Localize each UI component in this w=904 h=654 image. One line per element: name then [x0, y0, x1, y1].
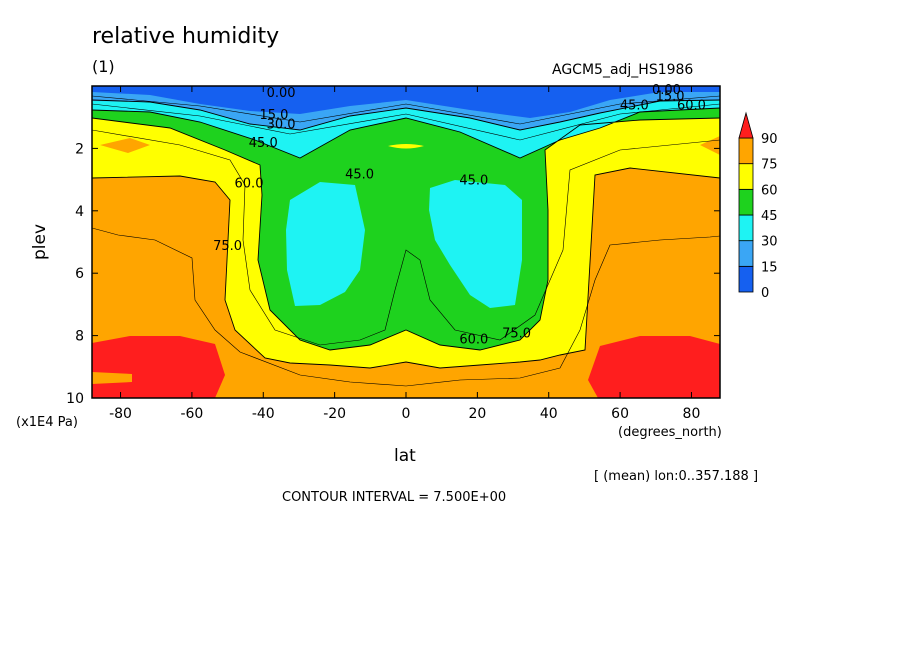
fill-30-45-right-blob	[429, 180, 522, 308]
colorbar-label: 0	[761, 286, 769, 301]
contour-label: 0.00	[652, 83, 681, 98]
colorbar-segment	[738, 214, 754, 242]
colorbar-label: 90	[761, 132, 778, 147]
x-tick-label: 20	[468, 406, 486, 422]
upper-equator-yellow-bubble	[388, 144, 424, 149]
x-tick-label: 0	[402, 406, 411, 422]
x-tick-label: 40	[540, 406, 558, 422]
contour-label: 45.0	[620, 99, 649, 114]
x-axis-units: (degrees_north)	[618, 425, 722, 440]
axes: -80 -60 -40 -20 0 20 40 60 80 2 4 6 8 10	[66, 86, 720, 422]
colorbar-segment	[738, 137, 754, 165]
thin-contours	[92, 95, 720, 387]
contour-lines	[92, 99, 720, 369]
equator-yellow-pool	[390, 330, 424, 362]
colorbar-segment	[738, 265, 754, 293]
source-label: AGCM5_adj_HS1986	[552, 62, 694, 78]
y-tick-label: 2	[75, 141, 84, 157]
notch-left-red	[92, 372, 132, 384]
contour-label: 60.0	[459, 333, 488, 348]
contour-label: 45.0	[249, 136, 278, 151]
chart-subtitle: (1)	[92, 57, 115, 76]
contour-interval: CONTOUR INTERVAL = 7.500E+00	[282, 490, 507, 505]
x-tick-label: 60	[611, 406, 629, 422]
contour-label: 45.0	[459, 174, 488, 189]
colorbar-segment	[738, 163, 754, 190]
contour-label: 15.0	[260, 108, 289, 123]
x-tick-label: -20	[323, 406, 346, 422]
mean-note: [ (mean) lon:0..357.188 ]	[594, 469, 759, 484]
fill-90-right	[588, 336, 720, 398]
contour-label: 30.0	[267, 117, 296, 132]
colorbar-label: 75	[761, 158, 778, 173]
colorbar-label: 45	[761, 209, 778, 224]
chart-title: relative humidity	[92, 24, 280, 49]
fill-0-15	[92, 86, 720, 118]
colorbar-label: 60	[761, 183, 778, 198]
contour-fills	[92, 86, 720, 398]
colorbar-top-arrow	[738, 111, 754, 139]
x-axis-label: lat	[394, 446, 416, 466]
colorbar: 0 15 30 45 60 75 90	[738, 111, 778, 301]
contour-label: 75.0	[502, 326, 531, 341]
x-tick-label: -60	[180, 406, 203, 422]
contour-label: 0.00	[267, 86, 296, 101]
contour-label: 60.0	[677, 99, 706, 114]
y-tick-label: 10	[66, 391, 84, 407]
colorbar-label: 15	[761, 260, 778, 275]
colorbar-label: 30	[761, 235, 778, 250]
y-axis-units: (x1E4 Pa)	[16, 415, 78, 430]
colorbar-segment	[738, 188, 754, 216]
contour-label: 60.0	[235, 177, 264, 192]
x-tick-label: -40	[252, 406, 275, 422]
tongue-left	[100, 138, 150, 153]
fill-45-60	[92, 86, 720, 350]
x-tick-label: 80	[683, 406, 701, 422]
colorbar-segment	[738, 240, 754, 267]
fill-30-45-left-blob	[286, 182, 365, 306]
contour-label: 15.0	[656, 89, 685, 104]
y-tick-label: 4	[75, 204, 84, 220]
x-tick-label: -80	[109, 406, 132, 422]
fill-90-left	[92, 336, 225, 398]
y-tick-label: 8	[75, 329, 84, 345]
contour-label: 45.0	[345, 167, 374, 182]
contour-label: 75.0	[213, 239, 242, 254]
y-tick-label: 6	[75, 266, 84, 282]
